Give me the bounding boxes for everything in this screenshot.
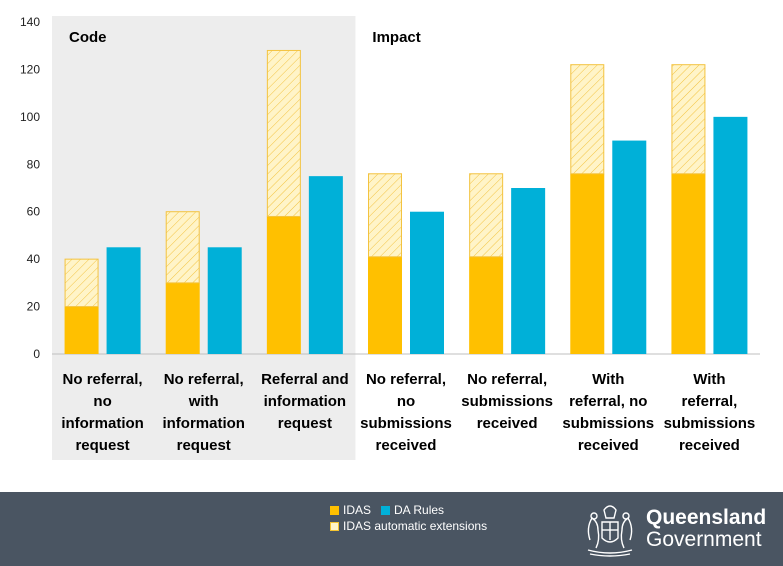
- category-label: No referral,: [366, 371, 446, 388]
- legend: IDAS DA Rules IDAS automatic extensions: [330, 502, 497, 534]
- category-label: With: [592, 371, 624, 388]
- bar-da-rules: [612, 140, 647, 354]
- category-label: with: [188, 393, 219, 410]
- bar-idas-extensions: [165, 211, 200, 284]
- bar-idas: [266, 216, 301, 354]
- da-rules-swatch: [381, 505, 391, 515]
- category-label: submissions: [664, 415, 756, 432]
- y-tick-label: 0: [33, 347, 40, 361]
- legend-item-idas: IDAS: [330, 503, 371, 517]
- brand-name: Queensland: [646, 506, 767, 529]
- bar-idas: [368, 256, 402, 354]
- bar-idas-extensions: [671, 64, 706, 175]
- category-label: no: [93, 393, 111, 410]
- category-label: submissions: [360, 415, 452, 432]
- category-label: received: [477, 415, 538, 432]
- category-label: request: [75, 437, 129, 454]
- category-label: No referral,: [467, 371, 547, 388]
- legend-item-extensions: IDAS automatic extensions: [330, 519, 487, 533]
- section-title-code: Code: [69, 29, 107, 46]
- footer-bar: IDAS DA Rules IDAS automatic extensions: [0, 492, 783, 566]
- bar-da-rules: [308, 176, 343, 354]
- coat-of-arms-icon: [587, 505, 633, 557]
- extensions-swatch: [330, 521, 339, 531]
- bar-da-rules: [511, 188, 546, 354]
- category-label: No referral,: [63, 371, 143, 388]
- category-label: information: [162, 415, 245, 432]
- brand-subtitle: Government: [646, 528, 762, 551]
- category-label: request: [278, 415, 332, 432]
- y-tick-label: 100: [20, 110, 40, 124]
- bar-idas: [469, 256, 504, 354]
- category-label: With: [693, 371, 725, 388]
- category-label: information: [264, 393, 347, 410]
- bar-idas: [165, 282, 200, 354]
- legend-item-da-rules: DA Rules: [381, 503, 444, 517]
- code-section-panel: [52, 16, 356, 460]
- bar-idas-extensions: [368, 173, 402, 258]
- bar-da-rules: [410, 211, 444, 354]
- bar-idas-extensions: [570, 64, 605, 175]
- category-label: submissions: [562, 415, 654, 432]
- y-tick-label: 40: [27, 252, 41, 266]
- category-label: received: [578, 437, 639, 454]
- queensland-government-logo: Queensland Government: [582, 500, 766, 558]
- category-label: information: [61, 415, 144, 432]
- legend-label-extensions: IDAS automatic extensions: [343, 519, 488, 533]
- y-tick-label: 120: [20, 62, 40, 76]
- category-label: submissions: [461, 393, 553, 410]
- bar-chart: 0 20 40 60 80 100 120 140 Code Impact No referral…: [20, 15, 760, 460]
- y-tick-label: 140: [20, 15, 40, 29]
- category-label: Referral and: [261, 371, 349, 388]
- category-label: received: [376, 437, 437, 454]
- bar-idas-extensions: [266, 49, 301, 217]
- bar-da-rules: [207, 247, 242, 354]
- section-title-impact: Impact: [372, 29, 420, 46]
- bar-idas: [570, 173, 605, 354]
- bar-da-rules: [106, 247, 141, 354]
- bar-idas-extensions: [469, 173, 504, 258]
- category-label: referral,: [681, 393, 737, 410]
- category-label: request: [177, 437, 231, 454]
- legend-label-idas: IDAS: [343, 503, 372, 517]
- legend-label-da-rules: DA Rules: [394, 503, 445, 517]
- y-tick-label: 20: [27, 300, 41, 314]
- y-tick-label: 80: [27, 157, 41, 171]
- category-label: no: [397, 393, 415, 410]
- bar-idas: [671, 173, 706, 354]
- bar-idas: [64, 306, 99, 354]
- bar-da-rules: [713, 116, 748, 354]
- category-label: referral, no: [569, 393, 647, 410]
- bar-idas-extensions: [64, 258, 99, 308]
- category-label: received: [679, 437, 740, 454]
- category-label: No referral,: [164, 371, 244, 388]
- y-tick-label: 60: [27, 205, 41, 219]
- idas-swatch: [330, 505, 339, 515]
